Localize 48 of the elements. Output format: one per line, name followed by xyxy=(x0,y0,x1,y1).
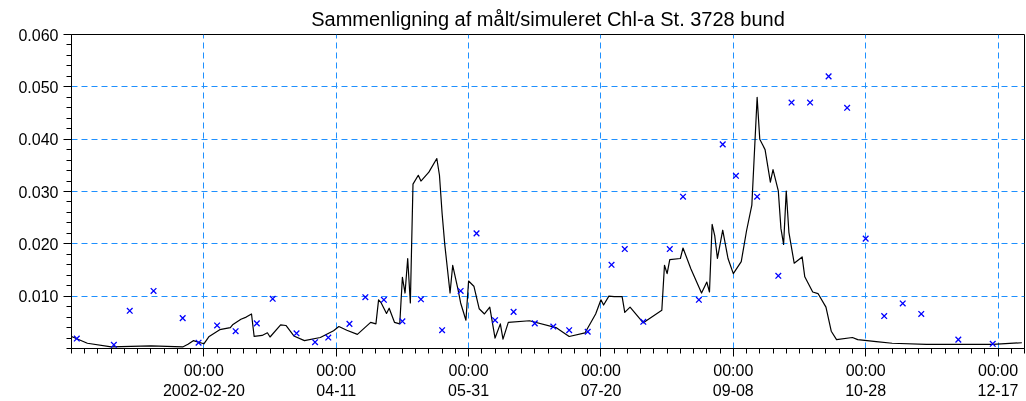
point xyxy=(491,316,499,324)
point xyxy=(679,193,687,201)
point xyxy=(398,317,406,325)
point xyxy=(179,314,187,322)
point xyxy=(639,318,647,326)
point xyxy=(311,338,319,346)
point xyxy=(621,245,629,253)
point xyxy=(806,99,814,107)
point xyxy=(880,312,888,320)
y-tick-label: 0.040 xyxy=(18,131,59,149)
point xyxy=(253,319,261,327)
point xyxy=(213,321,221,329)
point xyxy=(917,310,925,318)
y-tick-label: 0.010 xyxy=(18,288,59,306)
y-tick-label: 0.030 xyxy=(18,183,59,201)
x-tick-label: 00:00 10-28 xyxy=(845,361,887,399)
point xyxy=(324,334,332,341)
x-tick-label: 00:00 07-20 xyxy=(580,361,622,399)
point xyxy=(457,287,465,295)
y-tick-label: 0.020 xyxy=(18,235,59,253)
x-tick-label: 00:00 04-11 xyxy=(316,361,357,399)
point xyxy=(293,329,300,337)
point xyxy=(549,323,557,330)
point xyxy=(510,308,518,316)
point xyxy=(417,295,425,303)
point xyxy=(843,104,851,112)
x-tick-label: 00:00 09-08 xyxy=(712,361,754,399)
point xyxy=(232,327,240,335)
x-tick-label: 00:00 12-17 xyxy=(977,361,1019,399)
point xyxy=(73,335,81,343)
y-tick-label: 0.060 xyxy=(18,26,59,44)
x-tick-label: 00:00 05-31 xyxy=(448,361,490,399)
point xyxy=(269,295,277,303)
point xyxy=(753,193,761,201)
point xyxy=(608,261,616,269)
point xyxy=(531,319,539,327)
point xyxy=(195,339,203,347)
point xyxy=(473,229,480,237)
y-tick-label: 0.050 xyxy=(18,78,59,96)
point xyxy=(150,287,158,295)
point xyxy=(719,140,727,148)
point xyxy=(361,293,369,301)
x-tick-label: 00:00 2002-02-20 xyxy=(162,361,245,399)
point xyxy=(666,245,674,253)
point xyxy=(899,300,907,307)
point xyxy=(345,320,353,328)
chart-title: Sammenligning af målt/simuleret Chl-a St. 3728 bund xyxy=(311,7,785,30)
point xyxy=(732,172,740,180)
